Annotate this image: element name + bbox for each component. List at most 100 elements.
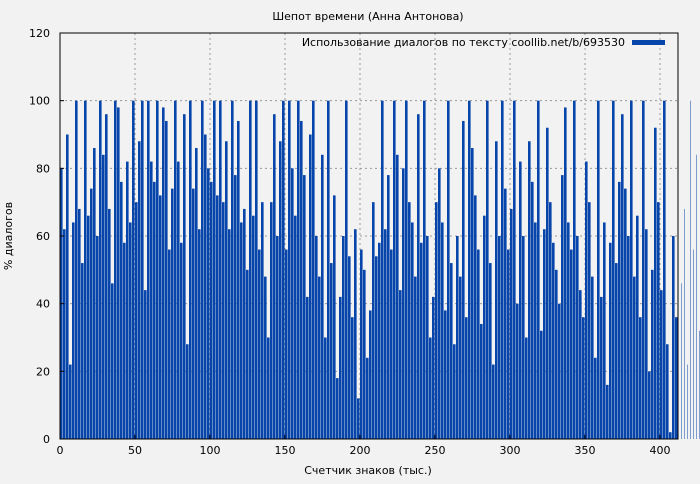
bar — [198, 229, 201, 439]
bar — [498, 236, 501, 439]
bar — [135, 202, 138, 439]
bar — [636, 215, 639, 439]
bar — [693, 249, 694, 439]
bar — [699, 330, 700, 439]
bar — [570, 249, 573, 439]
bar — [597, 100, 600, 440]
bar — [267, 337, 270, 439]
bar — [339, 296, 342, 439]
bar — [270, 202, 273, 439]
bar — [495, 141, 498, 439]
bar — [192, 188, 195, 439]
bar — [666, 344, 669, 439]
bar — [402, 168, 405, 440]
bar — [156, 100, 159, 440]
bar — [525, 337, 528, 439]
bar — [333, 195, 336, 439]
x-tick-label: 250 — [425, 444, 446, 457]
bar — [615, 263, 618, 439]
bar — [120, 181, 123, 439]
bar — [81, 263, 84, 439]
bar — [501, 100, 504, 440]
bar — [189, 100, 192, 440]
x-axis-label: Счетчик знаков (тыс.) — [304, 464, 432, 477]
bar — [165, 120, 168, 439]
bar — [555, 269, 558, 439]
bar — [255, 100, 258, 440]
bar — [573, 100, 576, 440]
bar — [132, 100, 135, 440]
bar — [261, 202, 264, 439]
bar — [348, 256, 351, 439]
bar — [489, 263, 492, 439]
bar — [225, 141, 228, 439]
bar — [117, 107, 120, 439]
bar — [372, 202, 375, 439]
bar — [240, 222, 243, 439]
bar — [174, 100, 177, 440]
bar — [147, 100, 150, 440]
bar — [591, 276, 594, 439]
bar — [552, 242, 555, 439]
bar — [210, 181, 213, 439]
bar — [606, 384, 609, 439]
bar — [609, 242, 612, 439]
bar — [162, 107, 165, 439]
bar — [522, 236, 525, 439]
bar — [483, 215, 486, 439]
bar — [534, 222, 537, 439]
bar — [426, 236, 429, 439]
bar — [108, 208, 111, 439]
bar — [447, 100, 450, 440]
bar — [102, 154, 105, 440]
bar — [645, 229, 648, 439]
bar — [531, 181, 534, 439]
bar — [621, 114, 624, 439]
bar — [75, 100, 78, 440]
bar — [558, 303, 561, 439]
bar — [234, 175, 237, 439]
bar — [543, 229, 546, 439]
bar — [681, 283, 682, 439]
x-tick-label: 200 — [350, 444, 371, 457]
bar — [378, 242, 381, 439]
bar — [441, 222, 444, 439]
bar — [585, 161, 588, 440]
bar — [477, 249, 480, 439]
bar — [171, 188, 174, 439]
bar — [642, 100, 645, 440]
bar — [579, 290, 582, 439]
bar — [612, 100, 615, 440]
bar — [351, 317, 354, 439]
x-tick-label: 300 — [500, 444, 521, 457]
bar — [390, 249, 393, 439]
bar — [582, 317, 585, 439]
bar — [279, 141, 282, 439]
bar — [342, 236, 345, 439]
legend-label: Использование диалогов по тексту coollib… — [302, 36, 625, 49]
bar — [237, 120, 240, 439]
bar — [420, 242, 423, 439]
bar — [459, 276, 462, 439]
bar — [387, 175, 390, 439]
bar — [126, 161, 129, 440]
bar — [453, 344, 456, 439]
bar — [588, 202, 591, 439]
bar — [300, 120, 303, 439]
bar — [312, 100, 315, 440]
bar — [399, 290, 402, 439]
x-tick-label: 0 — [57, 444, 64, 457]
bar — [90, 188, 93, 439]
bar — [429, 337, 432, 439]
bar — [519, 161, 522, 440]
y-tick-label: 20 — [36, 365, 50, 378]
bar — [462, 120, 465, 439]
bar — [327, 100, 330, 440]
bar — [504, 188, 507, 439]
x-tick-label: 400 — [650, 444, 671, 457]
bar — [456, 236, 459, 439]
bar — [216, 195, 219, 439]
bar — [423, 100, 426, 440]
bar — [528, 141, 531, 439]
bar — [492, 364, 495, 439]
